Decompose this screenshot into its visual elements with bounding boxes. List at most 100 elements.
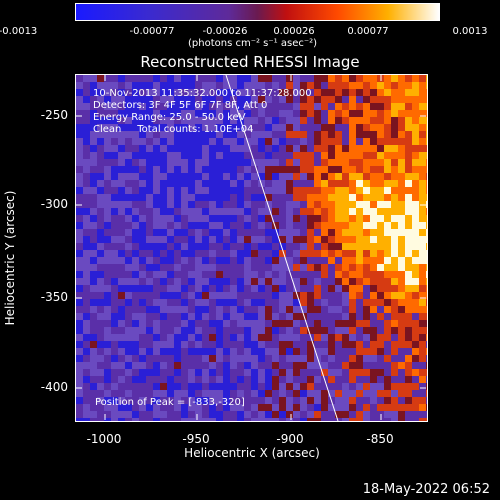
heatmap-cell xyxy=(363,236,370,243)
heatmap-cell xyxy=(139,306,146,313)
heatmap-cell xyxy=(202,306,209,313)
heatmap-cell xyxy=(160,390,167,397)
heatmap-cell xyxy=(146,264,153,271)
heatmap-cell xyxy=(426,376,427,383)
heatmap-cell xyxy=(342,138,349,145)
heatmap-cell xyxy=(398,320,405,327)
heatmap-cell xyxy=(328,264,335,271)
heatmap-cell xyxy=(132,96,139,103)
heatmap-cell xyxy=(419,131,426,138)
heatmap-cell xyxy=(419,222,426,229)
heatmap-cell xyxy=(209,299,216,306)
heatmap-cell xyxy=(384,264,391,271)
heatmap-cell xyxy=(321,180,328,187)
heatmap-cell xyxy=(97,222,104,229)
heatmap-cell xyxy=(279,264,286,271)
heatmap-cell xyxy=(195,404,202,411)
heatmap-cell xyxy=(195,201,202,208)
heatmap-cell xyxy=(258,376,265,383)
heatmap-cell xyxy=(307,96,314,103)
heatmap-cell xyxy=(405,194,412,201)
heatmap-cell xyxy=(146,348,153,355)
heatmap-cell xyxy=(286,390,293,397)
heatmap-cell xyxy=(104,285,111,292)
heatmap-cell xyxy=(76,82,83,89)
heatmap-cell xyxy=(181,362,188,369)
heatmap-cell xyxy=(146,173,153,180)
heatmap-cell xyxy=(90,313,97,320)
heatmap-cell xyxy=(167,271,174,278)
heatmap-cell xyxy=(286,397,293,404)
heatmap-cell xyxy=(125,180,132,187)
heatmap-cell xyxy=(258,250,265,257)
heatmap-cell xyxy=(83,194,90,201)
heatmap-cell xyxy=(104,229,111,236)
heatmap-cell xyxy=(230,362,237,369)
heatmap-cell xyxy=(188,152,195,159)
heatmap-cell xyxy=(286,243,293,250)
heatmap-cell xyxy=(160,257,167,264)
x-tick-label: -1000 xyxy=(86,432,122,446)
heatmap-cell xyxy=(118,201,125,208)
heatmap-cell xyxy=(195,236,202,243)
heatmap-cell xyxy=(83,110,90,117)
clean-counts: Clean Total counts: 1.10E+04 xyxy=(93,124,254,135)
heatmap-cell xyxy=(209,271,216,278)
heatmap-cell xyxy=(398,194,405,201)
heatmap-cell xyxy=(223,110,230,117)
heatmap-cell xyxy=(377,390,384,397)
heatmap-cell xyxy=(314,313,321,320)
heatmap-cell xyxy=(181,166,188,173)
heatmap-cell xyxy=(265,348,272,355)
heatmap-cell xyxy=(237,187,244,194)
heatmap-cell xyxy=(384,292,391,299)
heatmap-cell xyxy=(181,159,188,166)
heatmap-cell xyxy=(146,320,153,327)
heatmap-cell xyxy=(97,194,104,201)
heatmap-cell xyxy=(405,152,412,159)
heatmap-cell xyxy=(146,278,153,285)
heatmap-cell xyxy=(370,215,377,222)
heatmap-cell xyxy=(391,299,398,306)
heatmap-cell xyxy=(188,369,195,376)
heatmap-cell xyxy=(125,376,132,383)
heatmap-cell xyxy=(293,180,300,187)
heatmap-cell xyxy=(202,257,209,264)
heatmap-cell xyxy=(83,369,90,376)
heatmap-cell xyxy=(83,348,90,355)
heatmap-cell xyxy=(223,341,230,348)
heatmap-cell xyxy=(342,173,349,180)
heatmap-cell xyxy=(293,418,300,421)
heatmap-cell xyxy=(363,313,370,320)
heatmap-cell xyxy=(272,215,279,222)
heatmap-cell xyxy=(286,194,293,201)
heatmap-cell xyxy=(258,222,265,229)
plot-title: Reconstructed RHESSI Image xyxy=(140,53,360,71)
heatmap-cell xyxy=(328,222,335,229)
heatmap-cell xyxy=(314,173,321,180)
heatmap-cell xyxy=(174,152,181,159)
heatmap-cell xyxy=(286,82,293,89)
heatmap-cell xyxy=(321,278,328,285)
heatmap-cell xyxy=(160,173,167,180)
heatmap-cell xyxy=(265,208,272,215)
heatmap-cell xyxy=(335,278,342,285)
heatmap-cell xyxy=(146,362,153,369)
heatmap-cell xyxy=(216,306,223,313)
heatmap-cell xyxy=(265,411,272,418)
heatmap-cell xyxy=(258,383,265,390)
heatmap-cell xyxy=(174,404,181,411)
heatmap-cell xyxy=(307,124,314,131)
heatmap-cell xyxy=(97,208,104,215)
heatmap-cell xyxy=(300,341,307,348)
heatmap-cell xyxy=(286,89,293,96)
heatmap-cell xyxy=(286,292,293,299)
heatmap-cell xyxy=(265,166,272,173)
heatmap-cell xyxy=(370,264,377,271)
heatmap-cell xyxy=(377,222,384,229)
heatmap-cell xyxy=(279,117,286,124)
heatmap-cell xyxy=(76,229,83,236)
heatmap-cell xyxy=(398,229,405,236)
heatmap-cell xyxy=(356,152,363,159)
heatmap-cell xyxy=(111,390,118,397)
